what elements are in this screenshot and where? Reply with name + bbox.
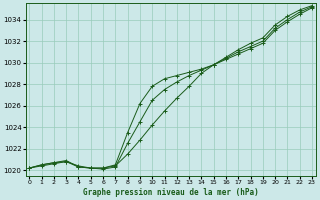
X-axis label: Graphe pression niveau de la mer (hPa): Graphe pression niveau de la mer (hPa) bbox=[83, 188, 259, 197]
